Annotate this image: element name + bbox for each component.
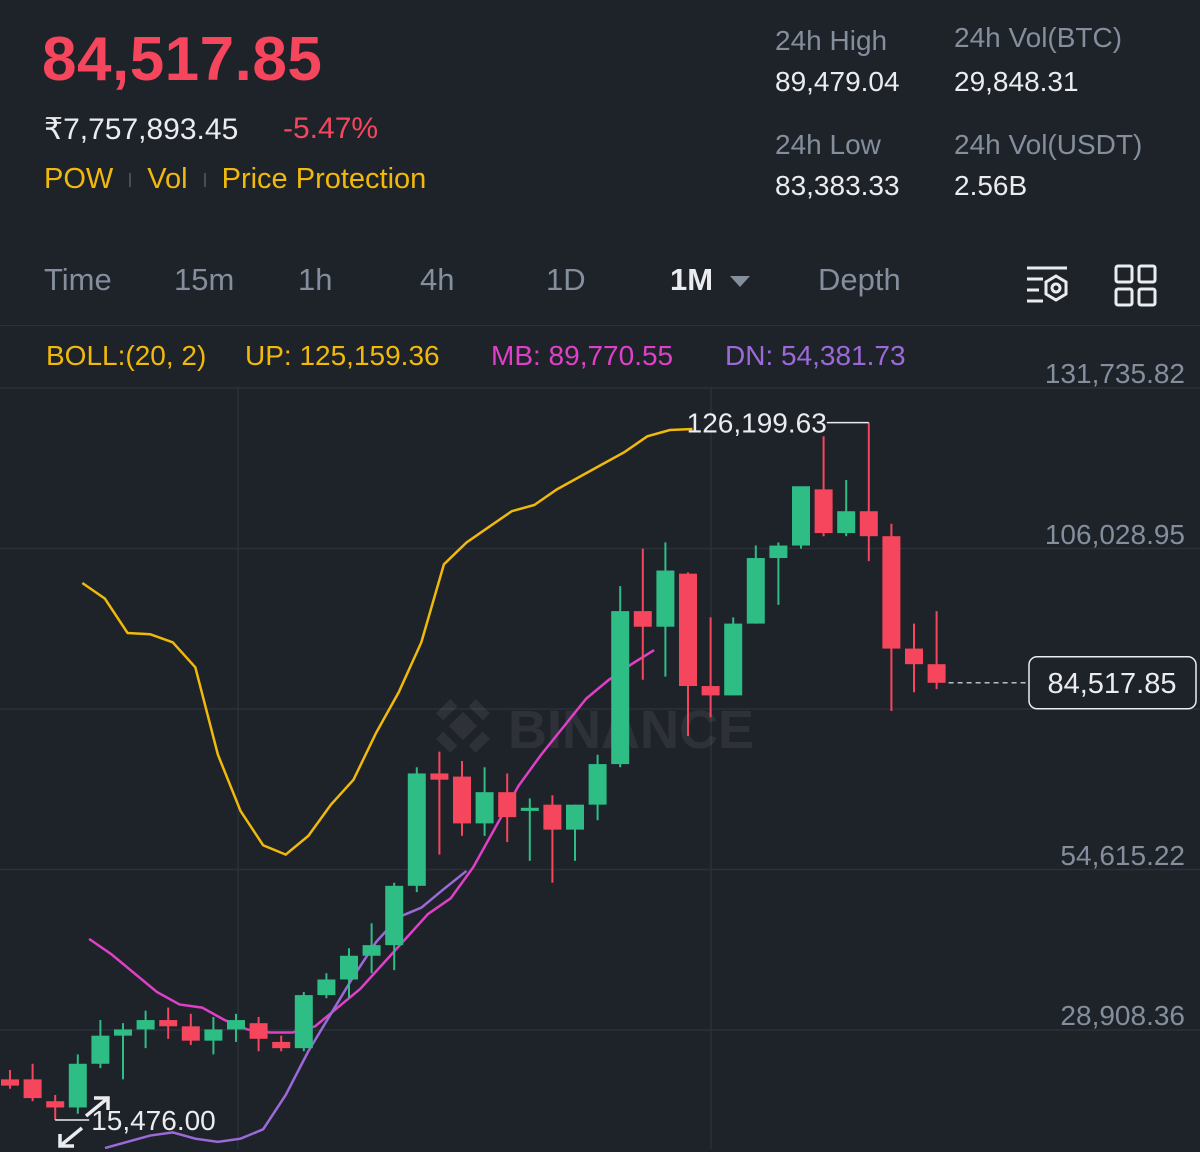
dropdown-arrow-icon: [729, 275, 750, 287]
tab-4h[interactable]: 4h: [420, 262, 455, 297]
candle-body: [272, 1041, 291, 1049]
candle-body: [701, 686, 720, 696]
tab-1m-label: 1M: [670, 262, 714, 297]
candle-body: [362, 945, 381, 956]
boll-up-value: UP: 125,159.36: [245, 340, 440, 371]
24h-vol-usdt-label: 24h Vol(USDT): [954, 129, 1143, 160]
tag-vol[interactable]: Vol: [147, 163, 188, 195]
candle-body: [181, 1026, 200, 1041]
chart-settings-icon[interactable]: [1023, 262, 1071, 310]
24h-high-label: 24h High: [775, 25, 888, 56]
candle-body: [814, 489, 833, 534]
grid-layout-icon[interactable]: [1112, 262, 1160, 310]
candle-body: [566, 804, 584, 830]
tag-pow[interactable]: POW: [44, 163, 114, 195]
candle-body: [385, 885, 404, 946]
candle-body: [724, 623, 743, 696]
candle-body: [317, 979, 336, 996]
tag-separator: [129, 172, 132, 187]
candle-body: [543, 804, 562, 830]
y-tick-label: 28,908.36: [1060, 1000, 1185, 1031]
ticker-tags: POW Vol Price Protection: [44, 163, 426, 196]
y-tick-label: 106,028.95: [1045, 519, 1185, 550]
current-price-box: [1028, 656, 1197, 710]
candle-body: [159, 1020, 178, 1027]
candle-body: [769, 545, 788, 559]
candle-body: [453, 776, 471, 824]
watermark-text: BINANCE: [508, 700, 754, 760]
candle-body: [407, 773, 426, 886]
candle-body: [46, 1101, 65, 1108]
candle-body: [746, 558, 765, 624]
candle-body: [204, 1029, 223, 1041]
min-price-label: 15,476.00: [91, 1105, 216, 1136]
tag-price-protection[interactable]: Price Protection: [221, 163, 427, 195]
24h-high-value: 89,479.04: [775, 66, 900, 97]
inr-price: ₹7,757,893.45: [44, 113, 239, 146]
candle-body: [882, 536, 901, 649]
binance-watermark: BINANCE: [436, 699, 754, 760]
candle-body: [859, 511, 878, 537]
candle-body: [837, 511, 856, 534]
tab-time[interactable]: Time: [44, 262, 112, 297]
24h-vol-btc-label: 24h Vol(BTC): [954, 22, 1123, 53]
candles: [1, 422, 946, 1120]
tag-separator: [203, 172, 206, 187]
candle-body: [23, 1079, 42, 1099]
current-price-label: 84,517.85: [1047, 668, 1176, 700]
boll-mb-value: MB: 89,770.55: [491, 340, 674, 371]
candle-body: [679, 573, 697, 687]
candle-body: [633, 611, 652, 627]
y-tick-label: 54,615.22: [1060, 840, 1185, 871]
max-price-label: 126,199.63: [687, 408, 827, 439]
24h-vol-usdt-value: 2.56B: [954, 170, 1028, 201]
tabs-divider: [0, 325, 1200, 326]
tab-15m[interactable]: 15m: [174, 262, 235, 297]
candle-body: [588, 764, 607, 805]
tab-1m[interactable]: 1M: [670, 262, 750, 298]
y-tick-label: 131,735.82: [1045, 358, 1185, 389]
24h-low-value: 83,383.33: [775, 170, 900, 201]
24h-vol-btc-value: 29,848.31: [954, 66, 1079, 97]
candle-body: [430, 773, 449, 780]
candle-body: [905, 648, 923, 665]
candle-body: [611, 611, 630, 765]
candle-body: [136, 1020, 155, 1030]
candle-body: [1, 1079, 19, 1086]
expand-icon[interactable]: [52, 1094, 116, 1152]
last-price: 84,517.85: [42, 25, 323, 94]
candle-body: [114, 1029, 132, 1036]
tab-1d[interactable]: 1D: [546, 262, 586, 297]
interval-tabs: Time 15m 1h 4h 1D 1M Depth: [0, 262, 1200, 308]
candle-body: [294, 995, 313, 1049]
candle-body: [927, 664, 946, 683]
chart-grid: [0, 387, 1200, 1149]
change-percent: -5.47%: [283, 112, 379, 145]
bollinger-bands: [81, 427, 693, 1149]
candle-body: [68, 1063, 87, 1108]
candle-body: [475, 792, 494, 824]
boll-label: BOLL:(20, 2): [46, 340, 207, 371]
candle-body: [498, 792, 517, 818]
boll-up-line: [81, 427, 693, 857]
candle-body: [520, 807, 539, 811]
candle-body: [656, 570, 675, 627]
boll-dn-line: [104, 869, 468, 1149]
candle-body: [792, 486, 810, 546]
boll-mb-line: [88, 648, 655, 1034]
24h-low-label: 24h Low: [775, 129, 881, 160]
tab-1h[interactable]: 1h: [298, 262, 333, 297]
chart-labels: 131,735.82106,028.9580,322.0954,615.2228…: [55, 358, 1197, 1136]
candle-body: [91, 1035, 110, 1064]
boll-dn-value: DN: 54,381.73: [725, 340, 906, 371]
candle-body: [249, 1023, 268, 1039]
candle-body: [227, 1020, 245, 1030]
tab-depth[interactable]: Depth: [818, 262, 901, 297]
candle-body: [340, 955, 358, 980]
